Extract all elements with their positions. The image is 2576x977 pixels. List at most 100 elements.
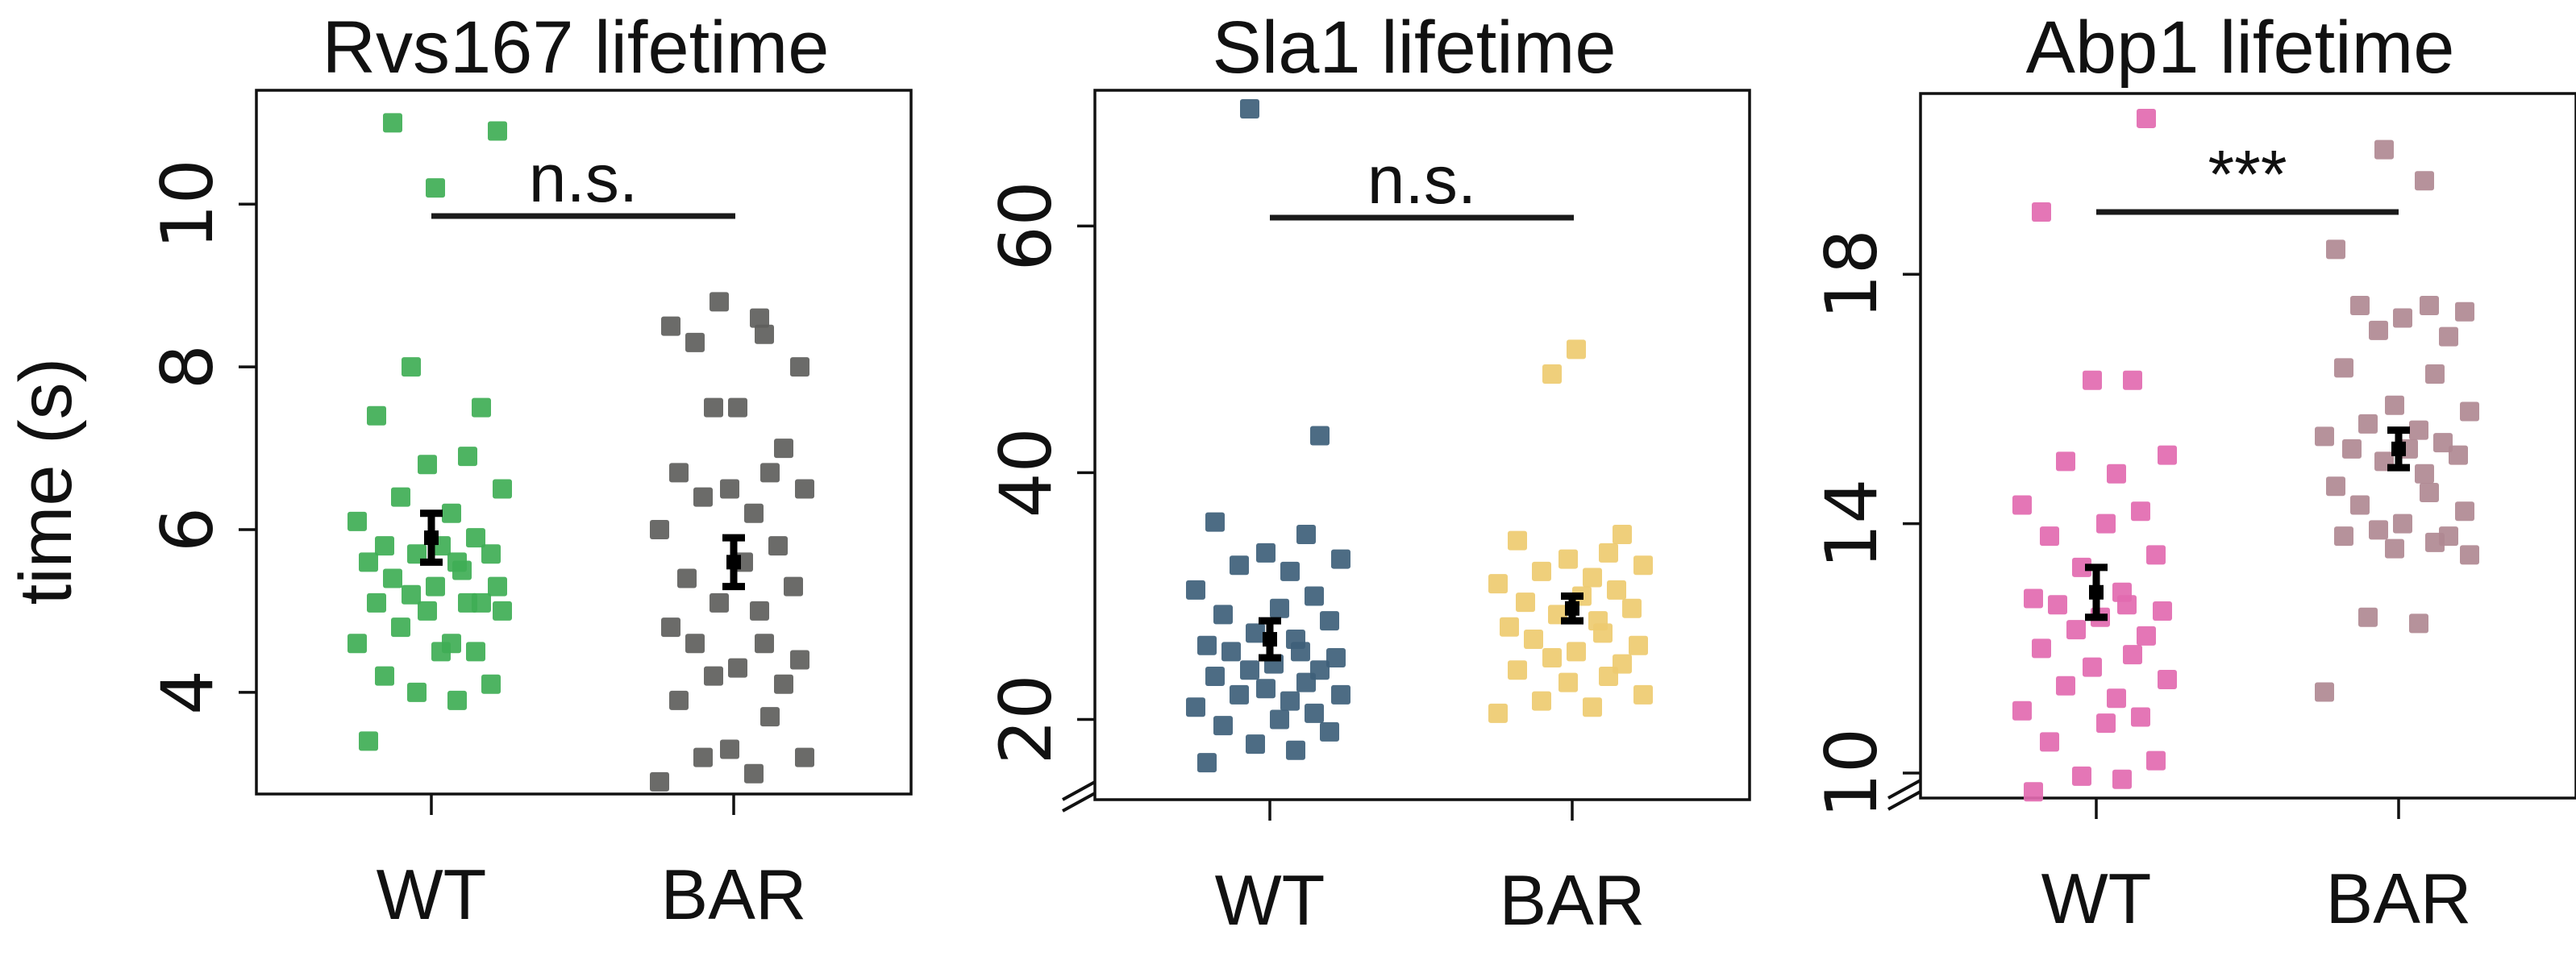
data-point xyxy=(795,479,814,499)
data-point xyxy=(359,552,378,572)
y-tick-label: 10 xyxy=(146,159,229,249)
data-point xyxy=(2439,326,2458,347)
y-tick-label: 40 xyxy=(984,427,1067,518)
data-point xyxy=(2107,688,2126,709)
data-point xyxy=(466,642,485,662)
data-point xyxy=(418,455,437,475)
chart-title: Rvs167 lifetime xyxy=(323,6,830,89)
data-point xyxy=(2409,613,2428,634)
data-point xyxy=(1270,598,1289,618)
data-point xyxy=(2350,295,2370,315)
data-point xyxy=(2040,526,2059,547)
data-point xyxy=(1296,524,1316,544)
data-point xyxy=(2385,395,2404,415)
data-point xyxy=(2393,513,2412,534)
data-point xyxy=(1305,586,1324,606)
data-point xyxy=(2072,766,2091,786)
y-tick-label: 10 xyxy=(1810,728,1893,818)
data-point xyxy=(2455,501,2474,522)
data-point xyxy=(1613,524,1632,544)
data-point xyxy=(1197,753,1217,773)
data-point xyxy=(472,592,491,613)
data-point xyxy=(784,576,803,597)
data-point xyxy=(2107,464,2126,484)
data-point xyxy=(790,650,809,670)
data-point xyxy=(472,397,491,418)
data-point xyxy=(2342,439,2362,459)
data-point xyxy=(2369,320,2388,340)
data-point xyxy=(677,568,697,588)
data-point xyxy=(1326,648,1346,667)
data-point xyxy=(1331,549,1350,569)
data-point xyxy=(2385,538,2404,559)
data-point xyxy=(383,568,402,588)
x-tick-label: BAR xyxy=(2326,859,2472,938)
data-point xyxy=(359,731,378,751)
data-point xyxy=(1508,530,1527,551)
data-point xyxy=(2056,676,2075,696)
data-point xyxy=(488,576,507,597)
mean-marker xyxy=(2391,441,2406,456)
y-tick-label: 6 xyxy=(146,507,229,552)
data-point xyxy=(1613,654,1632,674)
mean-marker xyxy=(1263,632,1277,647)
data-point xyxy=(760,707,780,727)
data-point xyxy=(458,447,477,467)
significance-label: n.s. xyxy=(529,140,638,216)
axis-break-mark xyxy=(1887,790,1921,811)
data-point xyxy=(2326,476,2345,497)
data-point xyxy=(391,487,410,507)
chart-title: Abp1 lifetime xyxy=(2026,6,2455,89)
data-point xyxy=(2137,108,2156,128)
data-point xyxy=(481,674,501,694)
data-point xyxy=(1516,592,1535,613)
mean-marker xyxy=(424,530,439,546)
data-point xyxy=(375,666,394,686)
data-point xyxy=(2072,557,2091,577)
data-point xyxy=(661,617,680,638)
data-point xyxy=(2158,670,2177,690)
data-point xyxy=(1583,697,1602,717)
data-point xyxy=(2358,607,2378,627)
data-point xyxy=(1607,580,1626,600)
data-point xyxy=(768,536,788,556)
data-point xyxy=(774,674,793,694)
data-point xyxy=(790,357,809,377)
data-point xyxy=(493,601,512,621)
data-point xyxy=(488,121,507,141)
mean-marker xyxy=(2089,584,2104,600)
data-point xyxy=(693,747,713,767)
data-point xyxy=(2024,782,2043,802)
data-point xyxy=(1286,740,1305,760)
data-point xyxy=(720,479,739,499)
data-point xyxy=(2334,358,2353,378)
data-point xyxy=(661,316,680,336)
data-point xyxy=(710,292,729,312)
data-point xyxy=(2131,501,2150,522)
data-point xyxy=(402,357,421,377)
data-point xyxy=(426,576,445,597)
data-point xyxy=(2123,370,2142,390)
data-point xyxy=(728,658,747,678)
data-point xyxy=(1542,648,1562,667)
data-point xyxy=(1567,642,1586,662)
data-point xyxy=(2012,495,2032,515)
data-point xyxy=(1197,635,1217,655)
data-point xyxy=(402,584,421,605)
data-point xyxy=(2374,139,2394,160)
data-point xyxy=(1629,635,1648,655)
data-point xyxy=(347,511,367,531)
y-tick-label: 20 xyxy=(984,675,1067,765)
data-point xyxy=(750,308,769,328)
axis-break-mark xyxy=(1887,779,1921,800)
data-point xyxy=(2350,495,2370,515)
data-point xyxy=(2032,638,2051,659)
data-point xyxy=(2358,414,2378,434)
data-point xyxy=(720,739,739,759)
data-point xyxy=(1310,426,1330,446)
data-point xyxy=(447,552,467,572)
data-point xyxy=(704,666,723,686)
data-point xyxy=(407,682,427,702)
data-point xyxy=(744,503,764,523)
data-point xyxy=(2137,626,2156,646)
